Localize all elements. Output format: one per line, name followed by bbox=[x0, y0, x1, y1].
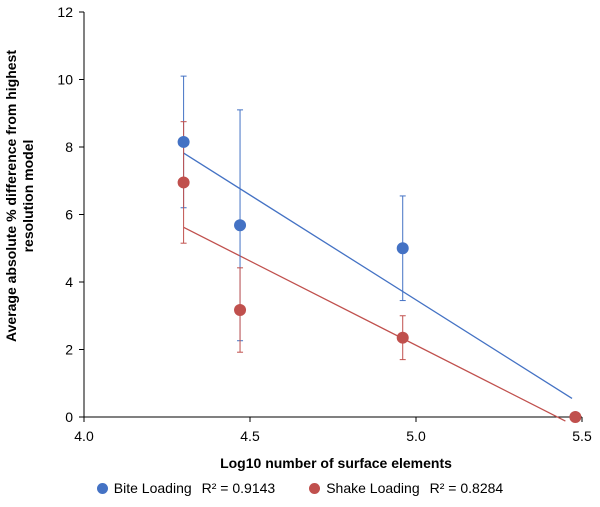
legend-r2-bite: R² = 0.9143 bbox=[201, 480, 276, 496]
y-tick-label: 6 bbox=[65, 207, 73, 223]
error-bars bbox=[180, 75, 406, 361]
data-point-shake-loading bbox=[396, 331, 409, 344]
legend-label-bite: Bite Loading bbox=[113, 480, 192, 496]
y-axis-title-line-2: resolution model bbox=[20, 140, 36, 253]
trendline-bite-loading bbox=[183, 152, 573, 399]
trendlines bbox=[183, 152, 573, 422]
trendline-shake-loading bbox=[183, 226, 566, 422]
data-point-shake-loading bbox=[569, 411, 582, 423]
y-tick-label: 8 bbox=[65, 139, 73, 155]
legend-label-shake: Shake Loading bbox=[326, 480, 420, 496]
legend: Bite Loading R² = 0.9143 Shake Loading R… bbox=[0, 476, 600, 500]
data-point-shake-loading bbox=[177, 176, 190, 189]
y-axis-title-line-1: Average absolute % difference from highe… bbox=[3, 50, 19, 342]
data-point-bite-loading bbox=[234, 219, 247, 232]
data-point-bite-loading bbox=[396, 242, 409, 255]
x-tick-labels: 4.0 4.5 5.0 5.5 bbox=[74, 428, 592, 444]
x-axis-title: Log10 number of surface elements bbox=[220, 455, 452, 471]
x-tick-label: 4.5 bbox=[240, 428, 260, 444]
legend-r2-shake: R² = 0.8284 bbox=[429, 480, 504, 496]
y-tick-label: 10 bbox=[57, 72, 73, 88]
x-tick-label: 5.0 bbox=[406, 428, 426, 444]
legend-item-bite: Bite Loading R² = 0.9143 bbox=[96, 480, 276, 496]
y-tick-label: 0 bbox=[65, 409, 73, 425]
y-tick-labels: 0 2 4 6 8 10 12 bbox=[57, 4, 73, 425]
legend-marker-bite bbox=[96, 482, 108, 494]
data-point-shake-loading bbox=[234, 304, 247, 317]
y-tick-label: 4 bbox=[65, 274, 73, 290]
x-tick-label: 4.0 bbox=[74, 428, 94, 444]
data-point-bite-loading bbox=[177, 135, 190, 148]
chart: 0 2 4 6 8 10 12 4.0 4.5 5.0 5.5 Average absolute … bbox=[3, 4, 592, 471]
legend-marker-shake bbox=[309, 482, 321, 494]
y-tick-label: 12 bbox=[57, 4, 73, 20]
x-tick-label: 5.5 bbox=[572, 428, 592, 444]
data-points bbox=[177, 135, 582, 423]
y-tick-label: 2 bbox=[65, 342, 73, 358]
axes bbox=[79, 11, 583, 422]
legend-item-shake: Shake Loading R² = 0.8284 bbox=[309, 480, 503, 496]
